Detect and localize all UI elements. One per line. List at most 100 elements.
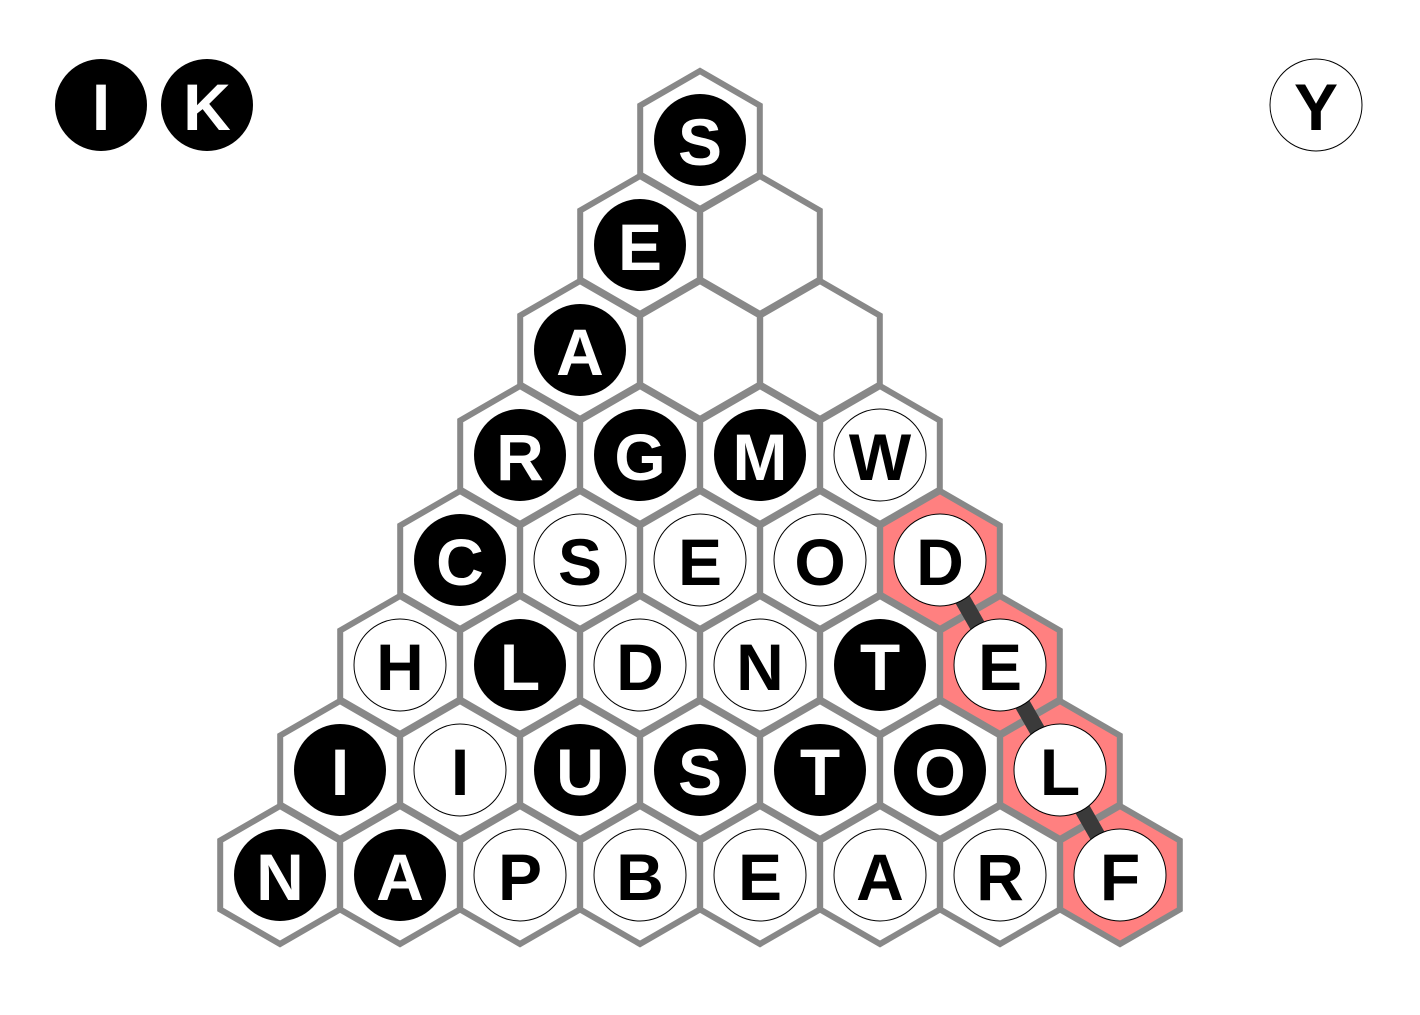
tile-letter: A (856, 840, 904, 914)
tile-circle (834, 619, 926, 711)
letter-tile-7-5[interactable]: A (833, 828, 927, 922)
tile-circle (414, 514, 506, 606)
tile-letter: G (614, 420, 665, 494)
tile-letter: R (976, 840, 1024, 914)
tile-circle (833, 828, 927, 922)
tile-circle (413, 723, 507, 817)
letter-tile-5-5[interactable]: E (953, 618, 1047, 712)
letter-tile-4-4[interactable]: D (893, 513, 987, 607)
tile-letter: N (736, 630, 784, 704)
tile-circle (354, 829, 446, 921)
tile-letter: S (558, 525, 602, 599)
letter-tile-0-0[interactable]: S (654, 94, 746, 186)
tile-circle (774, 724, 866, 816)
letter-tile-4-2[interactable]: E (653, 513, 747, 607)
tile-circle (474, 409, 566, 501)
letter-tile-6-4[interactable]: T (774, 724, 866, 816)
tile-circle (893, 513, 987, 607)
letter-tile-6-1[interactable]: I (413, 723, 507, 817)
tile-circle (654, 94, 746, 186)
tile-circle (713, 618, 807, 712)
tile-letter: S (678, 735, 722, 809)
found-letter-k: K (161, 59, 253, 151)
tile-letter: O (914, 735, 965, 809)
found-letter-text: I (92, 70, 110, 144)
letter-tile-5-2[interactable]: D (593, 618, 687, 712)
tile-circle (473, 828, 567, 922)
tile-letter: F (1100, 840, 1140, 914)
tile-circle (714, 409, 806, 501)
tile-letter: N (256, 840, 304, 914)
tile-circle (533, 513, 627, 607)
letter-tile-7-1[interactable]: A (354, 829, 446, 921)
tile-letter: T (800, 735, 840, 809)
tile-letter: E (738, 840, 782, 914)
found-letter-y: Y (1269, 58, 1363, 152)
letter-tile-6-6[interactable]: L (1013, 723, 1107, 817)
letter-tile-7-4[interactable]: E (713, 828, 807, 922)
letter-tile-7-3[interactable]: B (593, 828, 687, 922)
letter-tile-2-0[interactable]: A (534, 304, 626, 396)
letter-tile-7-6[interactable]: R (953, 828, 1047, 922)
tile-circle (713, 828, 807, 922)
letter-tile-6-5[interactable]: O (894, 724, 986, 816)
tile-letter: C (436, 525, 484, 599)
tile-circle (234, 829, 326, 921)
tile-circle (593, 828, 687, 922)
tile-letter: R (496, 420, 544, 494)
letter-tile-5-4[interactable]: T (834, 619, 926, 711)
letter-tile-5-1[interactable]: L (474, 619, 566, 711)
letter-tile-1-0[interactable]: E (594, 199, 686, 291)
tile-circle (593, 618, 687, 712)
tile-letter: I (451, 735, 469, 809)
letter-tile-5-3[interactable]: N (713, 618, 807, 712)
tile-letter: E (978, 630, 1022, 704)
tile-circle (833, 408, 927, 502)
tile-letter: E (618, 210, 662, 284)
letter-tile-4-3[interactable]: O (773, 513, 867, 607)
tile-circle (894, 724, 986, 816)
tile-circle (1013, 723, 1107, 817)
letter-tile-6-3[interactable]: S (654, 724, 746, 816)
tile-circle (353, 618, 447, 712)
letter-tile-3-3[interactable]: W (833, 408, 927, 502)
letter-tile-4-1[interactable]: S (533, 513, 627, 607)
tile-circle (773, 513, 867, 607)
found-letter-text: K (183, 70, 231, 144)
letter-tile-4-0[interactable]: C (414, 514, 506, 606)
tile-letter: L (1040, 735, 1080, 809)
tile-letter: T (860, 630, 900, 704)
found-letter-circle (55, 59, 147, 151)
letter-tile-6-2[interactable]: U (534, 724, 626, 816)
tile-letter: H (376, 630, 424, 704)
found-letters-right: Y (1269, 58, 1363, 152)
found-letter-circle (161, 59, 253, 151)
tile-letter: U (556, 735, 604, 809)
found-letter-circle (1269, 58, 1363, 152)
tile-circle (534, 304, 626, 396)
letter-tile-6-0[interactable]: I (294, 724, 386, 816)
tile-circle (953, 828, 1047, 922)
letter-tile-3-1[interactable]: G (594, 409, 686, 501)
tile-letter: P (498, 840, 542, 914)
tile-circle (953, 618, 1047, 712)
tile-circle (474, 619, 566, 711)
letter-tile-5-0[interactable]: H (353, 618, 447, 712)
tile-circle (294, 724, 386, 816)
tile-circle (534, 724, 626, 816)
tile-letter: D (916, 525, 964, 599)
found-letter-i: I (55, 59, 147, 151)
letter-tile-3-0[interactable]: R (474, 409, 566, 501)
tile-letter: D (616, 630, 664, 704)
tile-letter: O (794, 525, 845, 599)
tile-letter: I (331, 735, 349, 809)
tile-circle (594, 199, 686, 291)
letter-tile-3-2[interactable]: M (714, 409, 806, 501)
tile-letter: S (678, 105, 722, 179)
letter-tile-7-2[interactable]: P (473, 828, 567, 922)
letter-tile-7-7[interactable]: F (1073, 828, 1167, 922)
tile-letter: L (500, 630, 540, 704)
letter-tile-7-0[interactable]: N (234, 829, 326, 921)
